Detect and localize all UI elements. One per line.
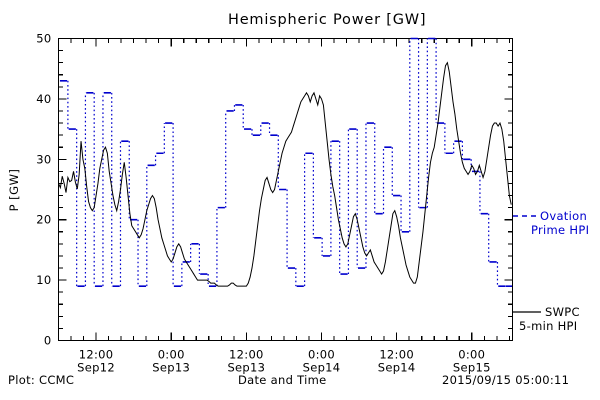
x-tick-date-label: Sep15: [453, 361, 491, 375]
x-axis-title: Date and Time: [238, 373, 326, 387]
x-tick-time-label: 0:00: [308, 348, 335, 362]
y-tick-label: 30: [36, 152, 51, 166]
legend-swpc-label-line1: SWPC: [545, 305, 580, 319]
y-tick-label: 40: [36, 92, 51, 106]
plot-frame: [57, 37, 514, 342]
series-swpc-5min-hpi: [58, 61, 512, 287]
x-tick-date-label: Sep12: [77, 361, 115, 375]
y-axis-label: P [GW]: [7, 169, 21, 212]
legend-ovation-label-line1: Ovation: [540, 209, 587, 223]
y-tick-label: 20: [36, 213, 51, 227]
x-tick-time-label: 12:00: [79, 348, 114, 362]
x-tick-time-label: 0:00: [458, 348, 485, 362]
y-axis-ticks: 0 10 20 30 40 50: [36, 32, 513, 348]
y-tick-label: 0: [44, 334, 52, 348]
x-tick-date-label: Sep14: [378, 361, 416, 375]
x-tick-time-label: 12:00: [379, 348, 414, 362]
x-tick-time-label: 0:00: [158, 348, 185, 362]
x-tick-date-label: Sep14: [303, 361, 341, 375]
legend-ovation-prime: Ovation Prime HPI: [513, 209, 589, 237]
legend-ovation-label-line2: Prime HPI: [531, 223, 589, 237]
x-axis-tick-labels: 12:00Sep120:00Sep1312:00Sep130:00Sep1412…: [77, 348, 491, 375]
y-tick-label: 10: [36, 273, 51, 287]
plot-credit: Plot: CCMC: [8, 373, 74, 387]
chart-title: Hemispheric Power [GW]: [228, 12, 426, 28]
generated-timestamp: 2015/09/15 05:00:11: [442, 373, 569, 387]
y-tick-label: 50: [36, 32, 51, 46]
legend-swpc-label-line2: 5-min HPI: [519, 319, 577, 333]
x-tick-date-label: Sep13: [227, 361, 265, 375]
legend-swpc: SWPC 5-min HPI: [513, 305, 580, 333]
x-tick-time-label: 12:00: [229, 348, 264, 362]
x-tick-date-label: Sep13: [152, 361, 190, 375]
